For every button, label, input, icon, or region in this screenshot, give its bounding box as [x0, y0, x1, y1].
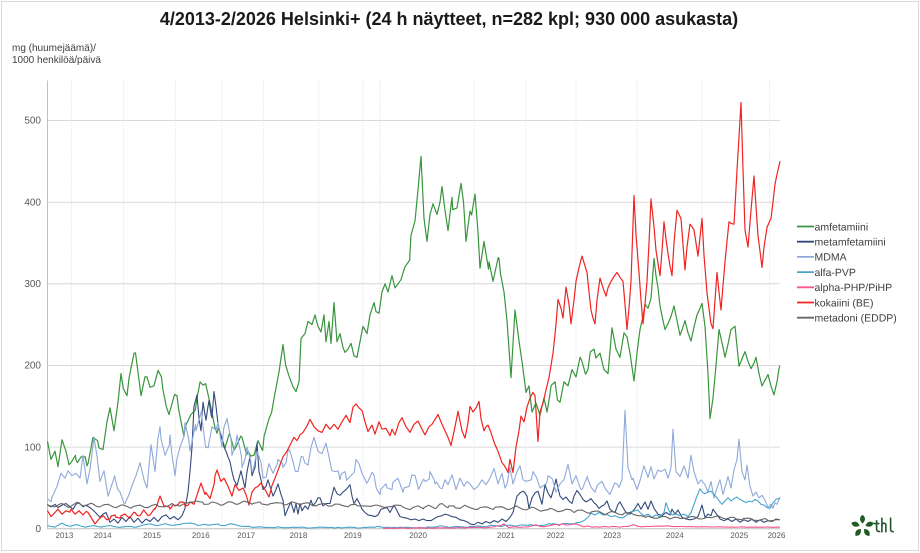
svg-text:2022: 2022 [547, 531, 565, 540]
svg-text:2017: 2017 [237, 531, 255, 540]
svg-text:300: 300 [24, 279, 41, 290]
svg-text:2018: 2018 [290, 531, 308, 540]
svg-text:2020: 2020 [409, 531, 427, 540]
svg-text:MDMA: MDMA [815, 252, 847, 264]
svg-text:kokaiini (BE): kokaiini (BE) [815, 297, 874, 309]
svg-text:500: 500 [24, 116, 41, 127]
svg-text:2024: 2024 [666, 531, 684, 540]
svg-text:alfa-PVP: alfa-PVP [815, 267, 856, 279]
svg-text:metamfetamiini: metamfetamiini [815, 237, 886, 249]
svg-text:2021: 2021 [497, 531, 515, 540]
svg-text:0: 0 [35, 524, 41, 535]
svg-text:alpha-PHP/PiHP: alpha-PHP/PiHP [815, 282, 893, 294]
svg-text:2016: 2016 [192, 531, 210, 540]
svg-text:100: 100 [24, 442, 41, 453]
svg-text:2015: 2015 [143, 531, 161, 540]
svg-text:amfetamiini: amfetamiini [815, 221, 869, 233]
svg-text:200: 200 [24, 361, 41, 372]
svg-text:2014: 2014 [94, 531, 112, 540]
svg-text:2025: 2025 [730, 531, 748, 540]
svg-text:2023: 2023 [603, 531, 621, 540]
svg-text:2013: 2013 [56, 531, 74, 540]
svg-text:2026: 2026 [768, 531, 786, 540]
svg-text:2019: 2019 [344, 531, 362, 540]
svg-text:metadoni (EDDP): metadoni (EDDP) [815, 313, 897, 325]
svg-text:400: 400 [24, 197, 41, 208]
